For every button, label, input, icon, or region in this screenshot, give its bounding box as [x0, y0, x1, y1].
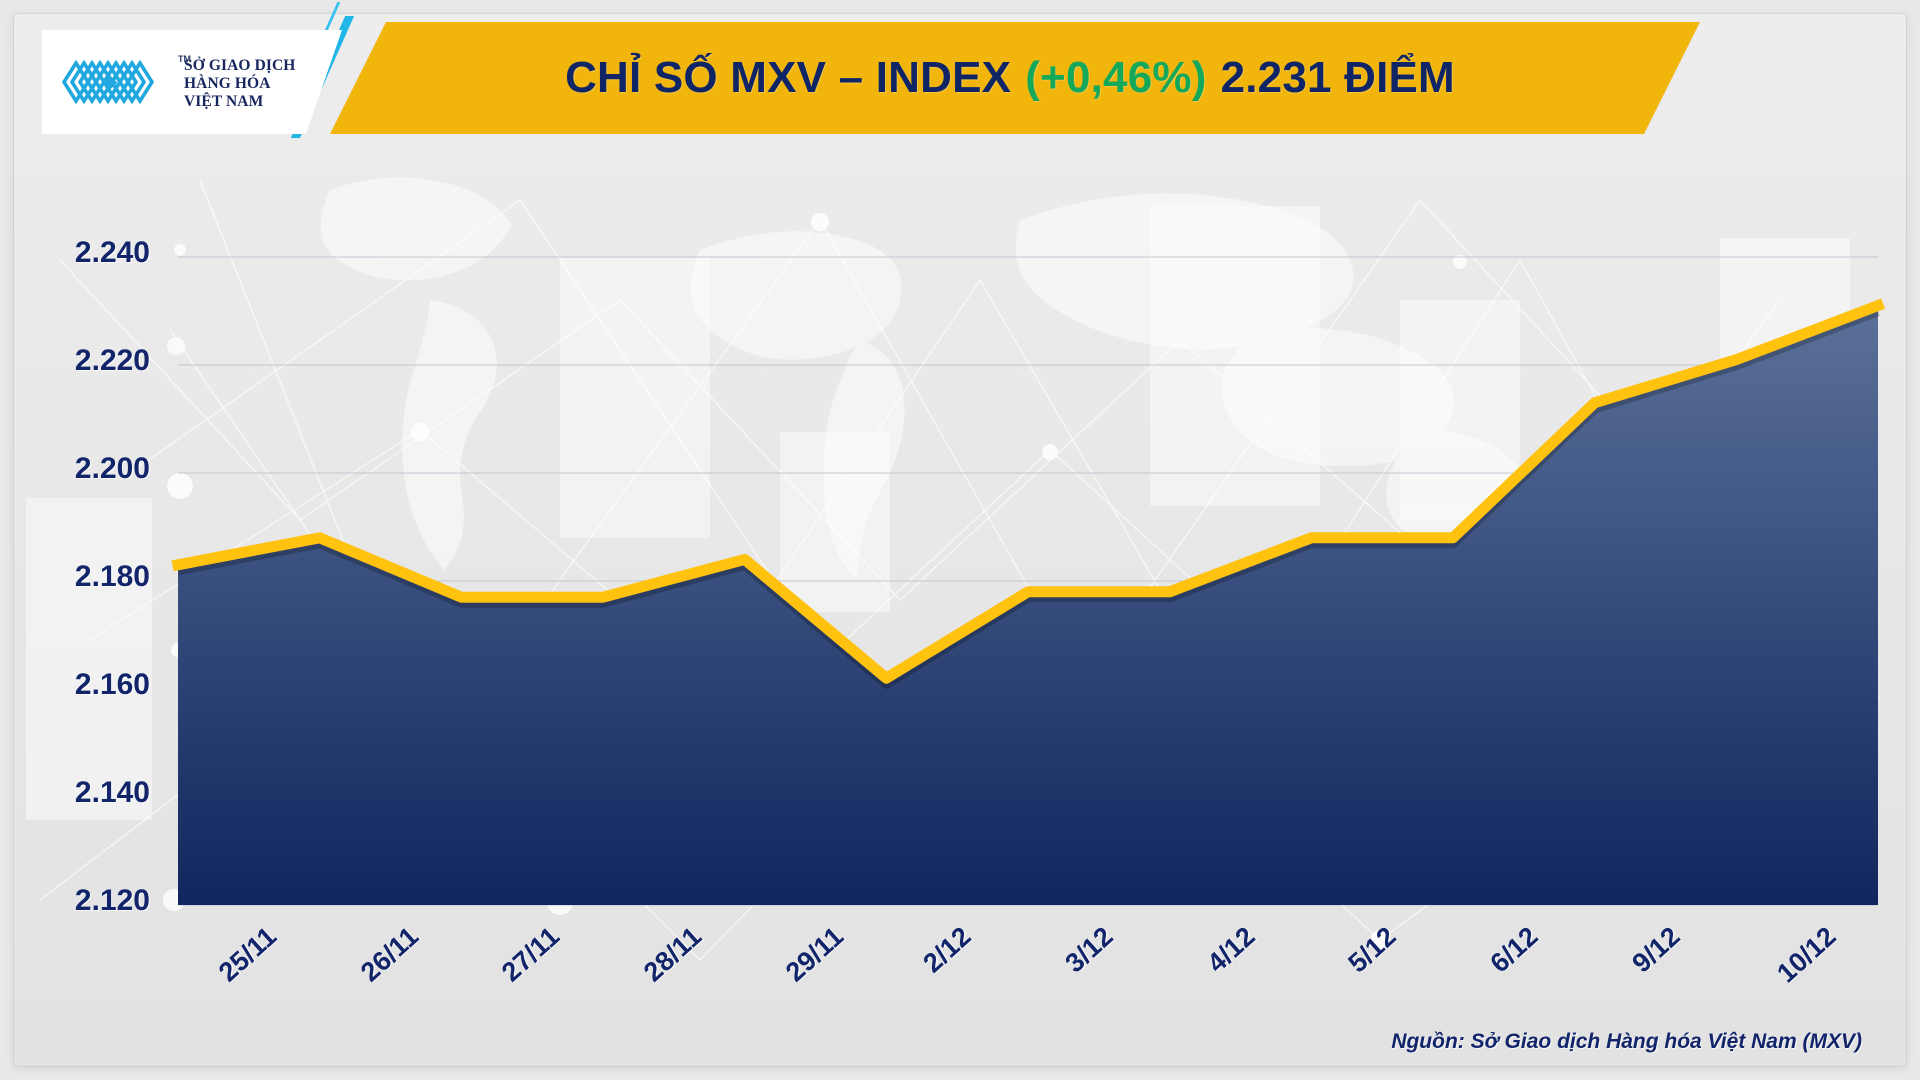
mxv-index-area-chart	[171, 256, 1886, 906]
y-axis-tick-label: 2.120	[74, 884, 150, 917]
chart-area: 2.240 2.220 2.200 2.180 2.160 2.140 2.120 25/1…	[0, 150, 1920, 1080]
mxv-logo-icon	[61, 59, 155, 105]
logo-line-2: HÀNG HÓA	[184, 75, 271, 93]
logo-line-3: VIỆT NAM	[184, 92, 264, 110]
page-title-main: CHỈ SỐ MXV – INDEX	[565, 53, 1012, 102]
y-axis-tick-label: 2.140	[74, 776, 150, 809]
logo-card: TM SỞ GIAO DỊCH HÀNG HÓA VIỆT NAM	[42, 30, 342, 134]
y-axis-tick-label: 2.240	[74, 236, 150, 269]
y-axis-tick-label: 2.180	[74, 560, 150, 593]
logo-text: SỞ GIAO DỊCH HÀNG HÓA VIỆT NAM	[184, 53, 295, 111]
page-title-percent: (+0,46%)	[1025, 53, 1207, 102]
source-note: Nguồn: Sở Giao dịch Hàng hóa Việt Nam (M…	[1391, 1030, 1862, 1053]
page-title-points: 2.231 ĐIỂM	[1220, 53, 1455, 102]
logo-tm: TM	[178, 54, 191, 64]
y-axis-tick-label: 2.200	[74, 452, 150, 485]
y-axis-tick-label: 2.160	[74, 668, 150, 701]
y-axis-tick-label: 2.220	[74, 344, 150, 377]
logo-line-1: SỞ GIAO DỊCH	[184, 57, 296, 75]
area-fill	[178, 305, 1878, 906]
page-title: CHỈ SỐ MXV – INDEX (+0,46%) 2.231 ĐIỂM	[360, 22, 1660, 134]
series-line	[171, 298, 1886, 684]
